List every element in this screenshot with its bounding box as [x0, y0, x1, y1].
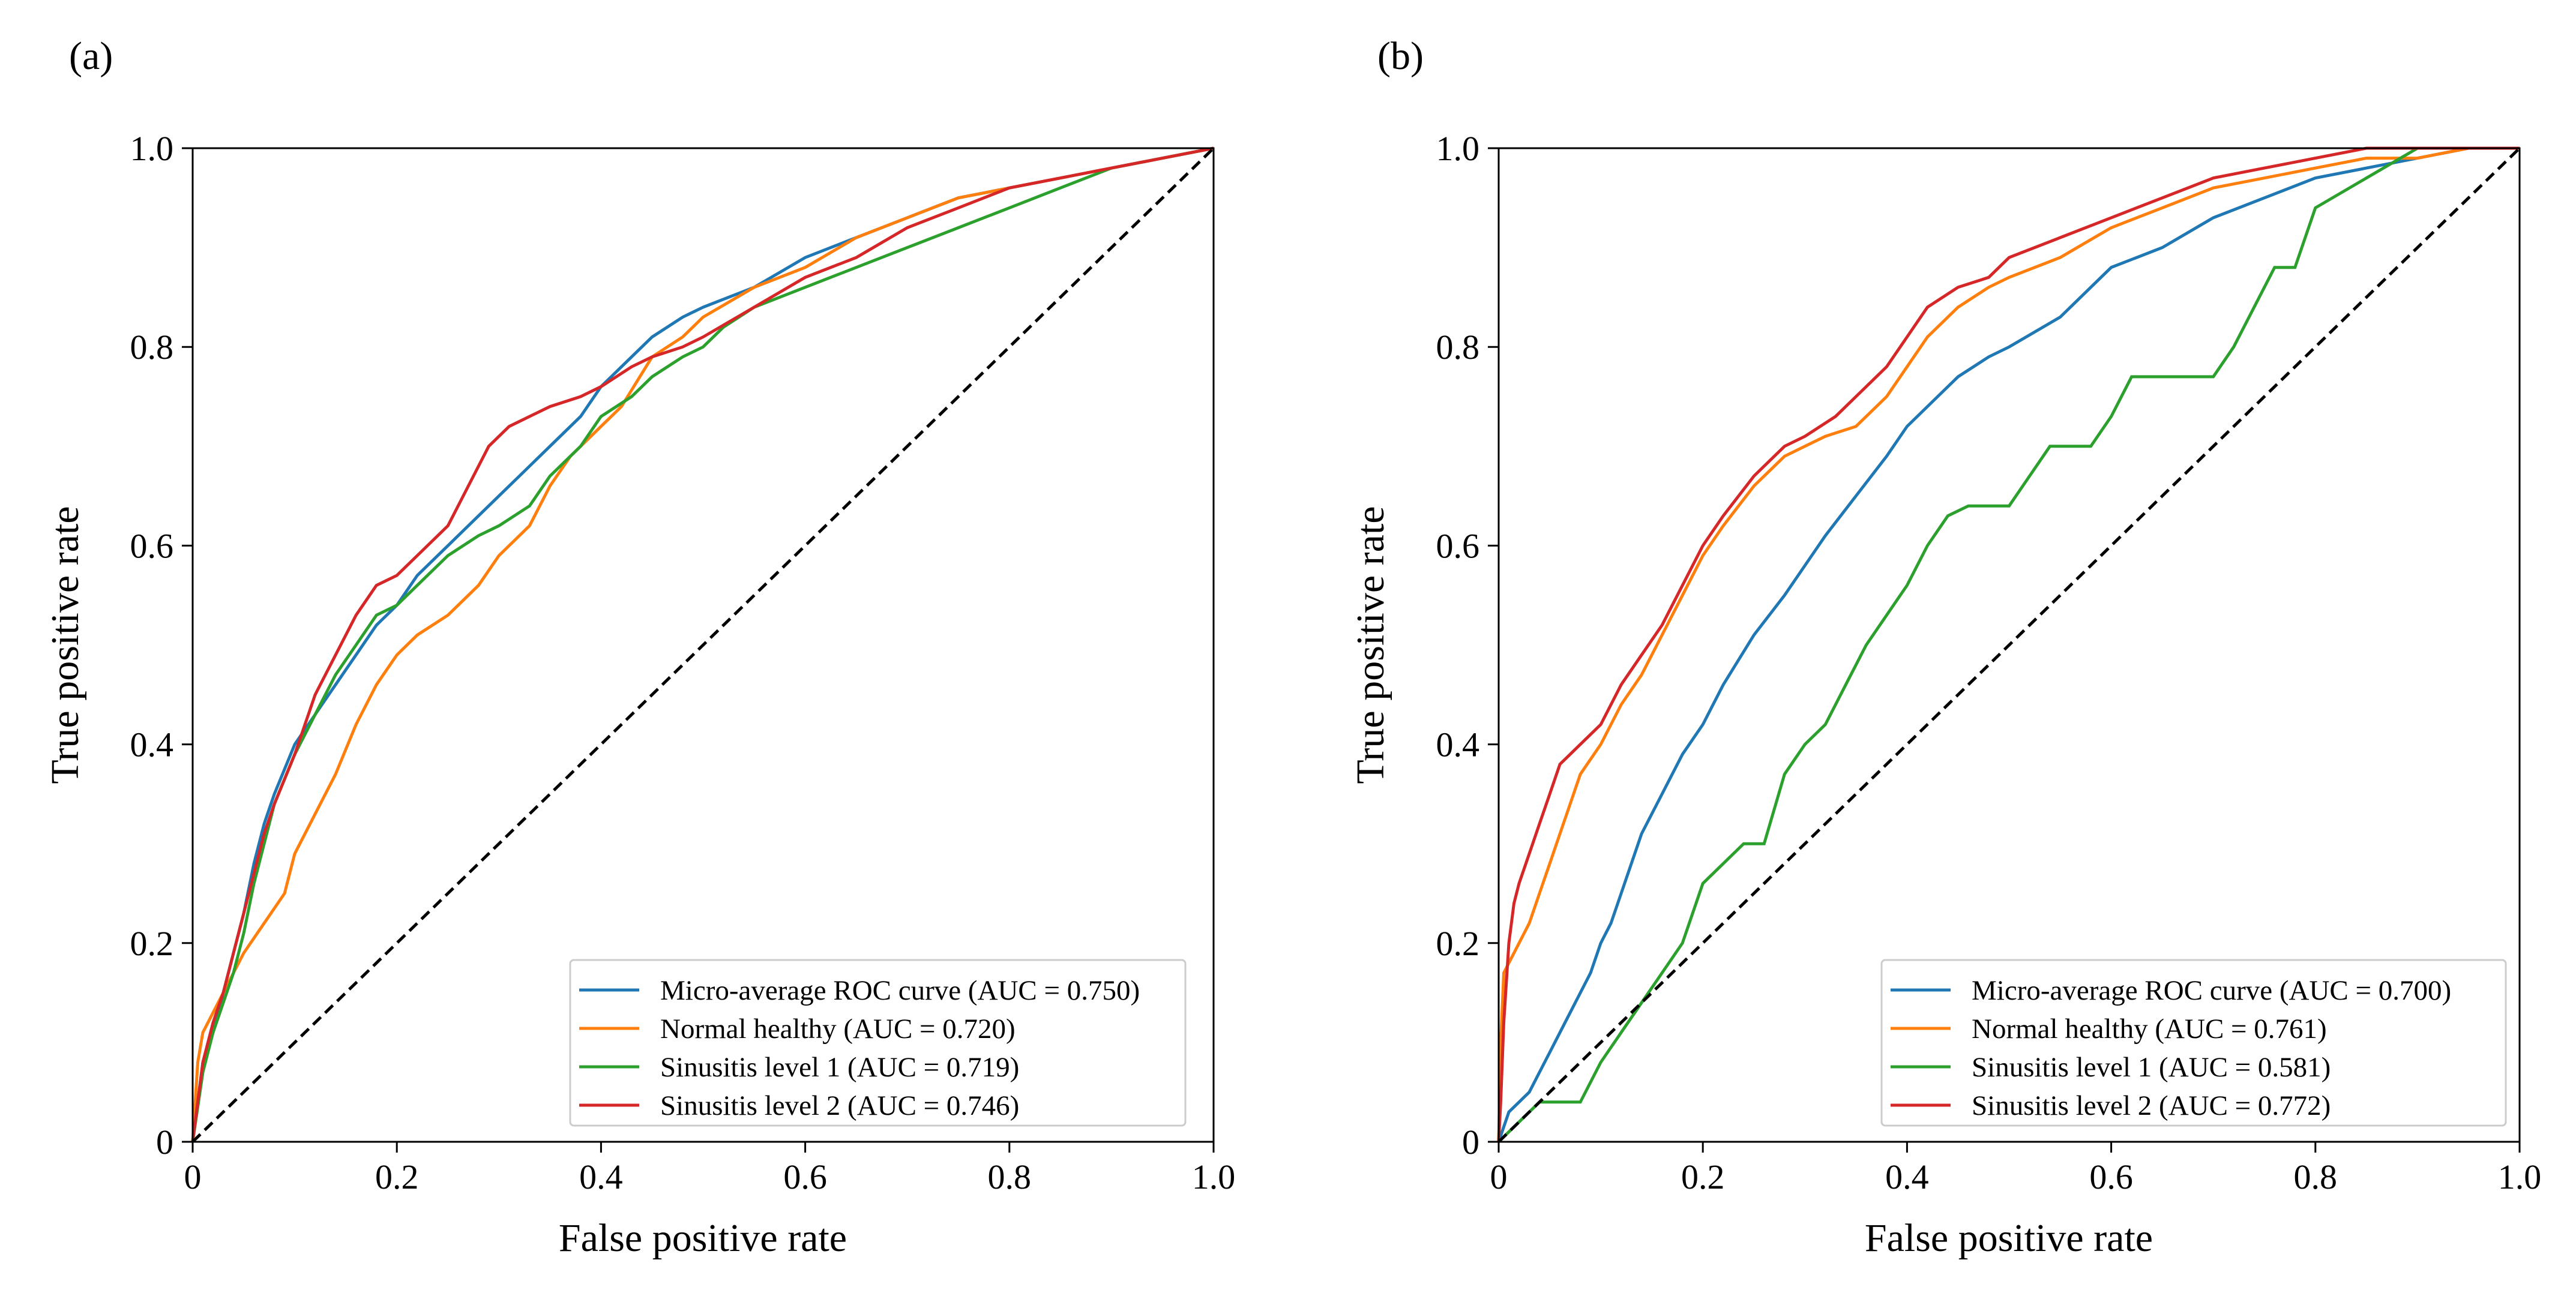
panel-a: (a) 0 0.2 0.4 0.6 0.8 1.0 0 0.2 0.4 0.6 0.8 1.0 Fa…: [43, 34, 1235, 1260]
y-tick-label: 0.4: [130, 725, 174, 764]
y-tick-label: 0.2: [130, 924, 174, 963]
y-tick-label: 0.6: [1436, 526, 1480, 565]
panel-label-a: (a): [69, 34, 113, 78]
y-ticks-a: 0 0.2 0.4 0.6 0.8 1.0: [130, 129, 193, 1162]
y-tick-label: 1.0: [130, 129, 174, 168]
roc-curve-series-1: [191, 146, 1214, 1142]
y-tick-label: 1.0: [1436, 129, 1480, 168]
plot-area-b: [1497, 146, 2521, 1143]
legend-entry: Micro-average ROC curve (AUC = 0.700): [1891, 975, 2451, 1006]
legend-label: Sinusitis level 1 (AUC = 0.581): [1972, 1052, 2331, 1083]
x-tick-label: 0.2: [375, 1157, 419, 1196]
curves-b: [1497, 146, 2521, 1143]
axes-frame-a: [191, 147, 1215, 1143]
chance-diagonal-line: [191, 147, 1215, 1143]
panel-b: (b) 0 0.2 0.4 0.6 0.8 1.0 0 0.2 0.4 0.6 0.8 1.0 Fa…: [1349, 34, 2541, 1260]
legend-label: Micro-average ROC curve (AUC = 0.700): [1972, 975, 2451, 1006]
legend-entry: Normal healthy (AUC = 0.720): [579, 1013, 1016, 1045]
x-tick-label: 0.4: [1885, 1157, 1929, 1196]
x-tick-label: 0: [1490, 1157, 1508, 1196]
x-ticks-a: 0 0.2 0.4 0.6 0.8 1.0: [184, 1142, 1236, 1196]
roc-curve-series-3: [1497, 146, 2520, 1142]
y-tick-label: 0.6: [130, 526, 174, 565]
panel-label-b: (b): [1377, 34, 1424, 78]
legend-label: Sinusitis level 1 (AUC = 0.719): [660, 1052, 1019, 1083]
y-axis-title-a: True positive rate: [43, 506, 87, 784]
y-tick-label: 0.4: [1436, 725, 1480, 764]
x-tick-label: 0.8: [988, 1157, 1032, 1196]
legend-entry: Sinusitis level 2 (AUC = 0.772): [1891, 1090, 2331, 1121]
x-axis-title-a: False positive rate: [559, 1216, 847, 1260]
legend-entry: Micro-average ROC curve (AUC = 0.750): [579, 975, 1140, 1006]
legend-label: Normal healthy (AUC = 0.761): [1972, 1013, 2327, 1045]
x-tick-label: 0.2: [1681, 1157, 1725, 1196]
legend-entry: Sinusitis level 1 (AUC = 0.581): [1891, 1052, 2331, 1083]
x-tick-label: 0: [184, 1157, 202, 1196]
y-tick-label: 0.8: [130, 328, 174, 367]
plot-area-a: [191, 146, 1215, 1143]
curves-a: [191, 146, 1215, 1143]
roc-curve-series-3: [191, 146, 1214, 1142]
roc-curve-series-2: [191, 146, 1214, 1142]
y-ticks-b: 0 0.2 0.4 0.6 0.8 1.0: [1436, 129, 1499, 1162]
legend-a: Micro-average ROC curve (AUC = 0.750) No…: [569, 959, 1187, 1127]
y-tick-label: 0.2: [1436, 924, 1480, 963]
legend-label: Sinusitis level 2 (AUC = 0.746): [660, 1090, 1019, 1121]
legend-frame-a: [569, 959, 1187, 1127]
legend-label: Normal healthy (AUC = 0.720): [660, 1013, 1016, 1045]
x-axis-title-b: False positive rate: [1865, 1216, 2153, 1260]
y-axis-title-b: True positive rate: [1349, 506, 1392, 784]
legend-label: Micro-average ROC curve (AUC = 0.750): [660, 975, 1140, 1006]
y-tick-label: 0.8: [1436, 328, 1480, 367]
legend-entry: Sinusitis level 2 (AUC = 0.746): [579, 1090, 1019, 1121]
x-tick-label: 1.0: [1192, 1157, 1236, 1196]
legend-b: Micro-average ROC curve (AUC = 0.700) No…: [1880, 959, 2507, 1127]
roc-curve-series-1: [1497, 146, 2520, 1142]
y-tick-label: 0: [1462, 1123, 1479, 1162]
legend-frame-b: [1880, 959, 2507, 1127]
roc-curve-series-0: [1497, 146, 2520, 1142]
legend-entry: Normal healthy (AUC = 0.761): [1891, 1013, 2327, 1045]
y-tick-label: 0: [156, 1123, 173, 1162]
x-tick-label: 0.8: [2294, 1157, 2338, 1196]
x-tick-label: 0.6: [2089, 1157, 2133, 1196]
axes-frame-b: [1497, 147, 2521, 1143]
chance-diagonal-line: [1497, 147, 2521, 1143]
legend-entry: Sinusitis level 1 (AUC = 0.719): [579, 1052, 1019, 1083]
legend-label: Sinusitis level 2 (AUC = 0.772): [1972, 1090, 2331, 1121]
x-tick-label: 1.0: [2498, 1157, 2542, 1196]
roc-curve-series-2: [1497, 146, 2520, 1143]
x-ticks-b: 0 0.2 0.4 0.6 0.8 1.0: [1490, 1142, 2542, 1196]
x-tick-label: 0.6: [783, 1157, 827, 1196]
x-tick-label: 0.4: [579, 1157, 623, 1196]
